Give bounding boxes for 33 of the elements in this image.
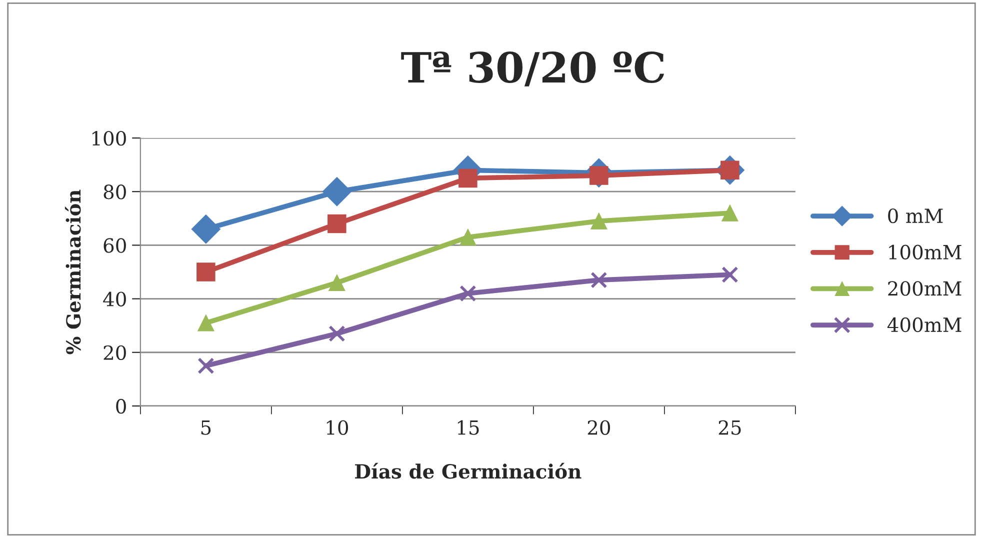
- point: [328, 274, 346, 292]
- point: [198, 357, 214, 374]
- point: [328, 325, 346, 342]
- x-tick-label: 15: [458, 420, 479, 435]
- legend-label: 0 mM: [888, 208, 943, 224]
- x-axis-title: Días de Germinación: [355, 462, 582, 479]
- point: [460, 228, 476, 246]
- point: [460, 285, 476, 302]
- x-tick-label: 20: [588, 420, 610, 435]
- point: [328, 214, 346, 234]
- point: [590, 272, 608, 288]
- y-tick-label: 60: [104, 238, 126, 253]
- point: [322, 177, 352, 206]
- y-tick-label: 80: [104, 184, 126, 200]
- y-axis-title: % Germinación: [64, 190, 81, 354]
- y-tick-label: 20: [104, 345, 126, 360]
- point: [722, 204, 738, 222]
- y-tick-label: 0: [116, 398, 126, 414]
- x-tick-label: 10: [326, 420, 348, 435]
- point: [722, 266, 738, 284]
- legend-label: 400mM: [887, 317, 962, 332]
- point: [590, 212, 608, 230]
- y-tick-label: 100: [92, 130, 126, 146]
- y-tick-label: 40: [103, 292, 126, 306]
- point: [458, 168, 478, 188]
- chart-title: Tª 30/20 ºC: [401, 52, 664, 86]
- legend-label: 200mM: [888, 281, 962, 296]
- x-tick-label: 5: [201, 420, 211, 435]
- x-tick-label: 25: [718, 420, 741, 435]
- point: [196, 262, 216, 282]
- point: [198, 314, 214, 332]
- legend-label: 100mM: [889, 244, 962, 260]
- point: [191, 214, 221, 244]
